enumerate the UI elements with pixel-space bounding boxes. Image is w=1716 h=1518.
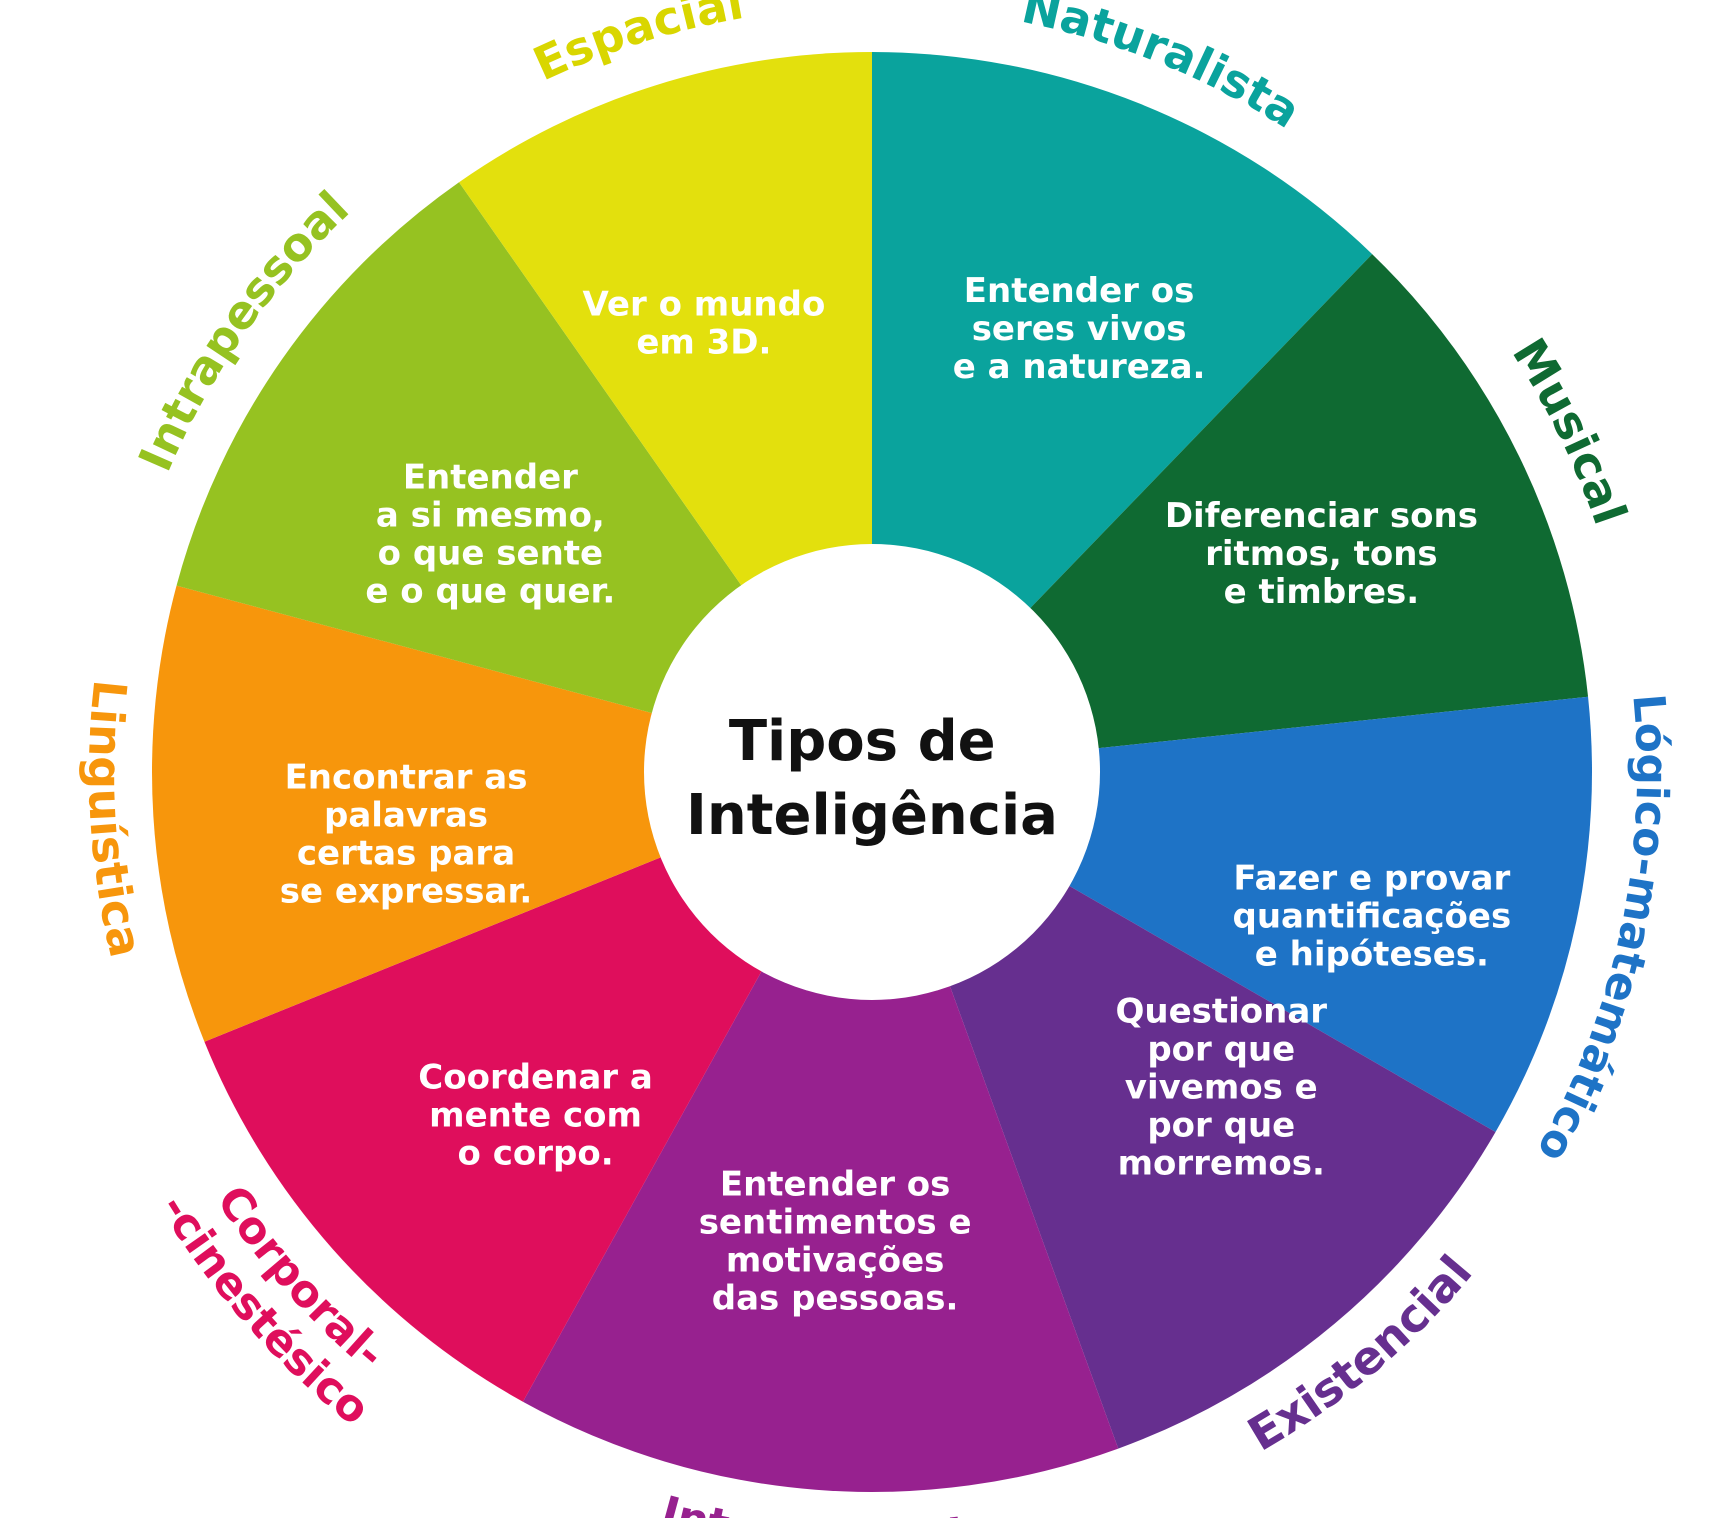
- center-title: Tipos de Inteligência: [686, 709, 1058, 848]
- description-line: por que: [1147, 1029, 1295, 1069]
- wheel-descriptions: Entender os seres vivos e a natureza.Difer…: [280, 271, 1511, 1319]
- description-line: das pessoas.: [712, 1279, 959, 1319]
- description-line: a si mesmo,: [376, 496, 605, 536]
- description-line: Entender os: [720, 1165, 951, 1205]
- label-text: Interpessoal: [656, 1487, 966, 1518]
- center-title-line-2: Inteligência: [686, 783, 1058, 848]
- description-line: e o que quer.: [365, 572, 615, 612]
- description-line: morremos.: [1118, 1143, 1325, 1183]
- description-logico-matematico: Fazer e provar quantificações e hipóteses.: [1232, 858, 1511, 974]
- description-existencial: Questionar por que vivemos e por que morremo…: [1115, 991, 1327, 1183]
- description-line: quantificações: [1232, 896, 1511, 936]
- description-line: em 3D.: [636, 322, 771, 362]
- description-line: Questionar: [1115, 991, 1327, 1031]
- description-interpessoal: Entender os sentimentos e motivações das pe…: [699, 1165, 972, 1319]
- description-line: mente com: [429, 1095, 642, 1135]
- description-naturalista: Entender os seres vivos e a natureza.: [953, 271, 1206, 387]
- description-line: Encontrar as: [285, 757, 528, 797]
- description-line: e hipóteses.: [1255, 934, 1489, 974]
- description-line: vivemos e: [1125, 1067, 1318, 1107]
- description-line: motivações: [726, 1241, 945, 1281]
- description-line: Entender os: [964, 271, 1195, 311]
- description-line: Coordenar a: [418, 1057, 653, 1097]
- description-musical: Diferenciar sons ritmos, tons e timbres.: [1165, 496, 1478, 612]
- segment-interpessoal: [522, 772, 1119, 1492]
- description-line: Ver o mundo: [582, 284, 825, 324]
- center-hub: [644, 544, 1100, 1000]
- description-line: por que: [1147, 1105, 1295, 1145]
- center-title-line-1: Tipos de: [729, 709, 996, 774]
- description-line: Fazer e provar: [1233, 858, 1510, 898]
- description-line: ritmos, tons: [1205, 534, 1438, 574]
- label-interpessoal: Interpessoal: [656, 1487, 966, 1518]
- label-text: Linguística: [78, 678, 154, 962]
- description-intrapessoal: Entender a si mesmo, o que sente e o que qu…: [365, 458, 615, 612]
- description-linguistica: Encontrar as palavras certas para se expres…: [280, 757, 533, 911]
- segment-linguistica: [151, 585, 872, 1042]
- description-line: se expressar.: [280, 871, 533, 911]
- description-line: palavras: [324, 795, 488, 835]
- description-line: certas para: [297, 833, 515, 873]
- description-line: e a natureza.: [953, 347, 1206, 387]
- segment-existencial: [872, 772, 1496, 1449]
- segment-corporal-cinestesico: [204, 772, 873, 1402]
- description-line: seres vivos: [972, 309, 1187, 349]
- description-line: e timbres.: [1224, 572, 1420, 612]
- description-line: o que sente: [378, 534, 603, 574]
- description-line: Diferenciar sons: [1165, 496, 1478, 536]
- description-espacial: Ver o mundo em 3D.: [582, 284, 825, 362]
- label-linguistica: Linguística: [78, 678, 154, 962]
- description-line: sentimentos e: [699, 1203, 972, 1243]
- description-corporal-cinestesico: Coordenar a mente com o corpo.: [418, 1057, 653, 1173]
- description-line: o corpo.: [458, 1133, 614, 1173]
- description-line: Entender: [403, 458, 578, 498]
